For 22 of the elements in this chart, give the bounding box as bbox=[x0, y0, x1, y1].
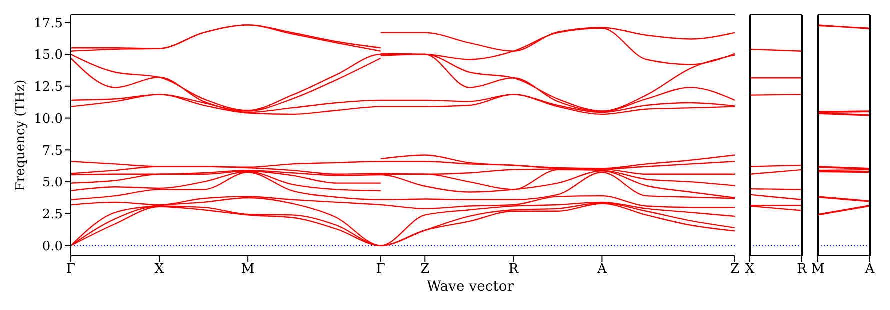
y-tick-label: 0.0 bbox=[42, 239, 63, 254]
x-tick-label: Γ bbox=[66, 262, 76, 278]
y-tick-label: 2.5 bbox=[42, 208, 63, 223]
y-tick-label: 17.5 bbox=[34, 16, 63, 32]
x-tick-label: M bbox=[811, 262, 825, 278]
x-tick-label: Γ bbox=[376, 262, 386, 278]
x-axis-title: Wave vector bbox=[426, 279, 515, 295]
x-tick-label: Z bbox=[730, 262, 740, 278]
x-tick-label: X bbox=[745, 262, 756, 278]
y-tick-label: 12.5 bbox=[34, 80, 63, 96]
x-tick-label: X bbox=[154, 262, 165, 278]
y-tick-label: 7.5 bbox=[42, 144, 63, 159]
y-axis-title: Frequency (THz) bbox=[14, 80, 29, 192]
x-tick-label: A bbox=[864, 262, 876, 278]
y-tick-label: 15.0 bbox=[34, 48, 63, 64]
y-tick-label: 10.0 bbox=[34, 112, 63, 127]
x-tick-label: A bbox=[596, 262, 608, 278]
x-tick-label: R bbox=[797, 262, 808, 278]
x-tick-label: Z bbox=[420, 262, 430, 278]
x-tick-label: R bbox=[508, 262, 520, 278]
x-tick-label: M bbox=[241, 262, 255, 278]
y-tick-label: 5.0 bbox=[42, 176, 63, 191]
